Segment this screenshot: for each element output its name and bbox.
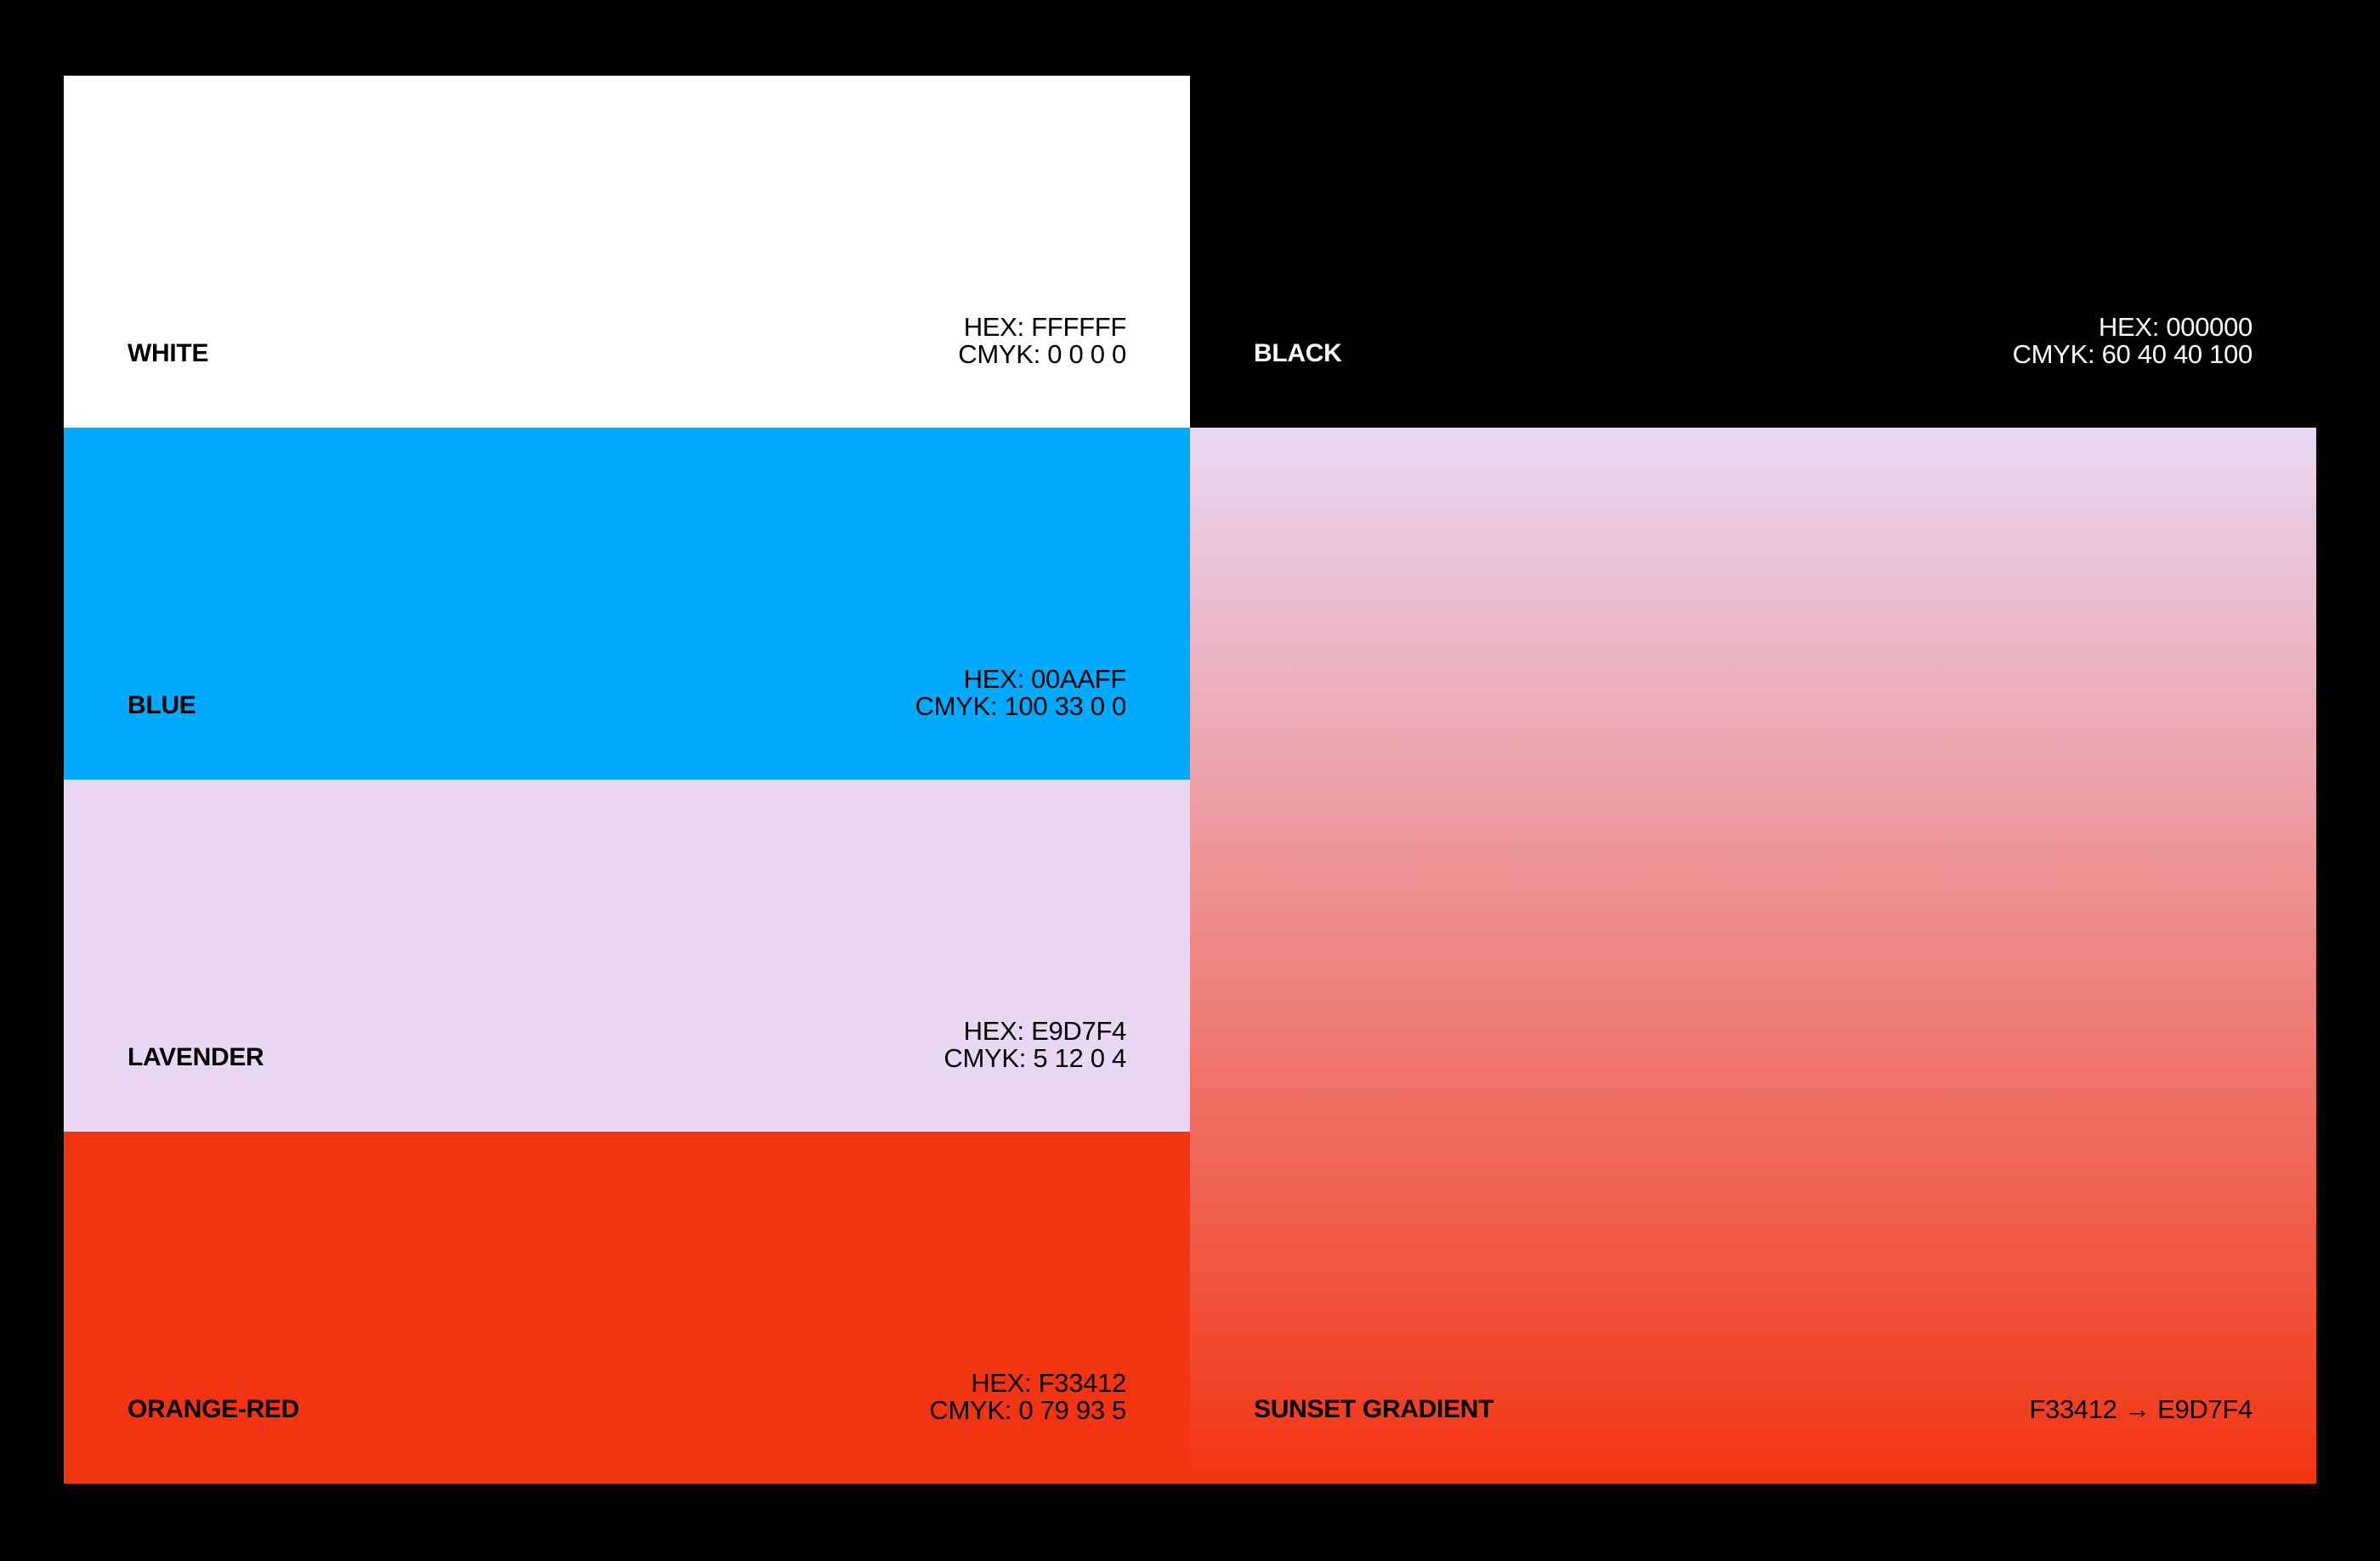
swatch-name: LAVENDER — [128, 1043, 264, 1071]
swatch-blue: BLUE HEX: 00AAFF CMYK: 100 33 0 0 — [64, 428, 1190, 780]
hex-code: HEX: 000000 — [2098, 312, 2252, 342]
cmyk-code: CMYK: 5 12 0 4 — [944, 1043, 1126, 1073]
swatch-orange-red: ORANGE-RED HEX: F33412 CMYK: 0 79 93 5 — [64, 1132, 1190, 1484]
hex-code: HEX: F33412 — [971, 1368, 1126, 1398]
color-palette-sheet: WHITE HEX: FFFFFF CMYK: 0 0 0 0 BLUE HEX… — [64, 76, 2316, 1484]
swatch-name: ORANGE-RED — [128, 1395, 300, 1423]
swatch-name: BLACK — [1254, 339, 1342, 367]
cmyk-code: CMYK: 0 79 93 5 — [929, 1395, 1126, 1425]
hex-code: HEX: E9D7F4 — [963, 1016, 1127, 1046]
swatch-codes: HEX: FFFFFF CMYK: 0 0 0 0 — [958, 314, 1126, 368]
swatch-codes: HEX: F33412 CMYK: 0 79 93 5 — [929, 1370, 1126, 1424]
swatch-name: BLUE — [128, 691, 196, 719]
swatch-lavender: LAVENDER HEX: E9D7F4 CMYK: 5 12 0 4 — [64, 780, 1190, 1132]
cmyk-code: CMYK: 60 40 40 100 — [2012, 339, 2253, 369]
cmyk-code: CMYK: 0 0 0 0 — [958, 339, 1126, 369]
swatch-codes: HEX: E9D7F4 CMYK: 5 12 0 4 — [944, 1018, 1126, 1072]
cmyk-code: CMYK: 100 33 0 0 — [915, 691, 1126, 721]
swatch-codes: HEX: 00AAFF CMYK: 100 33 0 0 — [915, 666, 1126, 720]
hex-code: HEX: FFFFFF — [963, 312, 1127, 342]
swatch-codes: HEX: 000000 CMYK: 60 40 40 100 — [2012, 312, 2253, 369]
feature-swatch-column: BLACK HEX: 000000 CMYK: 60 40 40 100 SUN… — [1190, 76, 2316, 1484]
hex-code: HEX: 00AAFF — [963, 664, 1127, 694]
gradient-name: SUNSET GRADIENT — [1254, 1395, 1494, 1423]
gradient-codes: F33412 → E9D7F4 — [2029, 1394, 2252, 1424]
sunset-gradient-swatch: SUNSET GRADIENT F33412 → E9D7F4 — [1190, 428, 2316, 1484]
swatch-black: BLACK HEX: 000000 CMYK: 60 40 40 100 — [1190, 76, 2316, 428]
swatch-name: WHITE — [128, 339, 209, 367]
swatch-white: WHITE HEX: FFFFFF CMYK: 0 0 0 0 — [64, 76, 1190, 428]
solid-swatch-column: WHITE HEX: FFFFFF CMYK: 0 0 0 0 BLUE HEX… — [64, 76, 1190, 1484]
